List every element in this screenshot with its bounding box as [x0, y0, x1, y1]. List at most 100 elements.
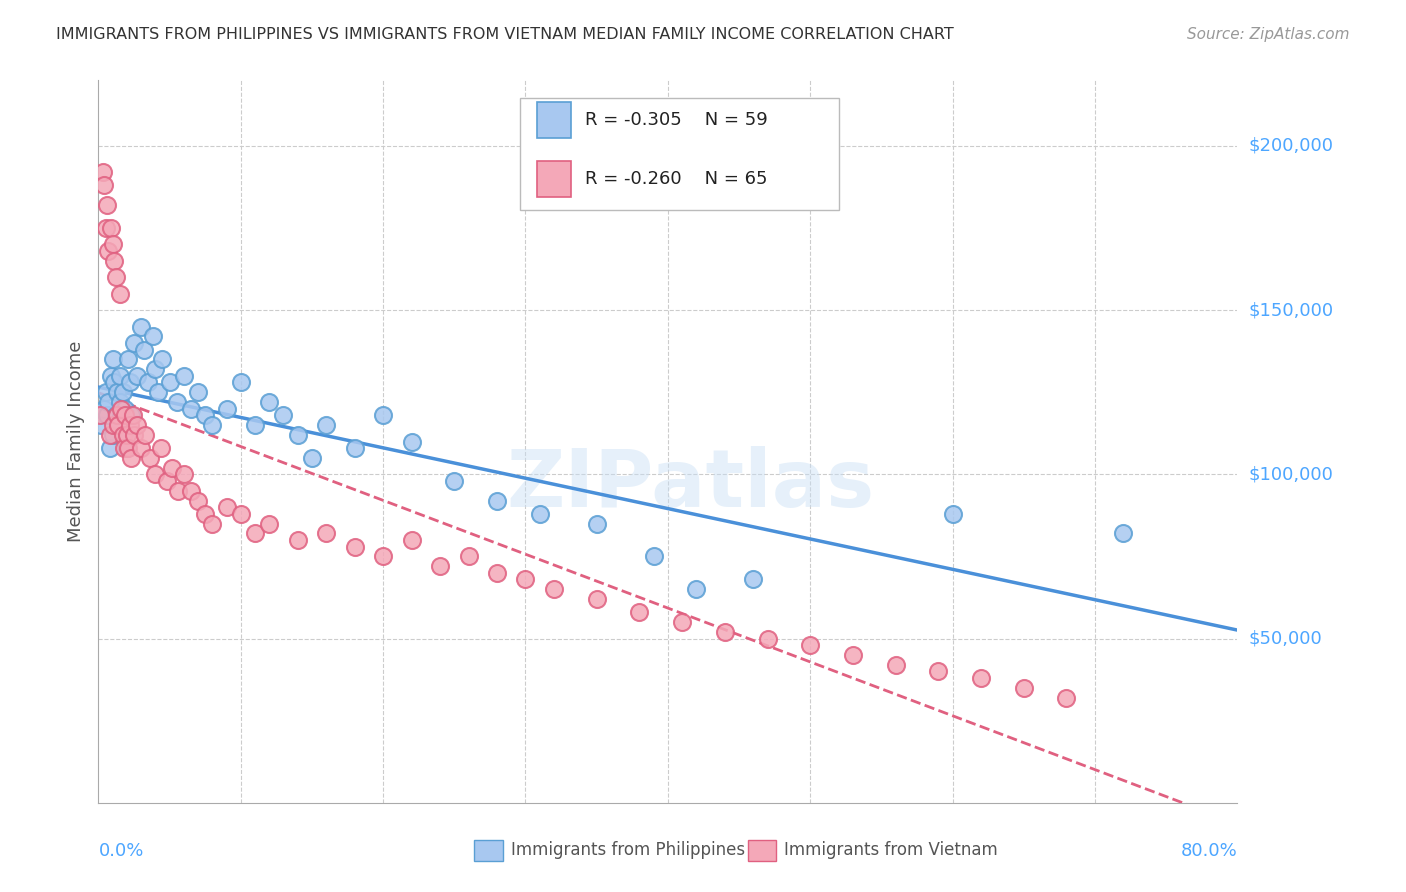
- Bar: [537, 102, 571, 138]
- Point: [107, 418, 129, 433]
- Point: [101, 418, 124, 433]
- Point: [301, 450, 323, 465]
- Point: [121, 409, 143, 423]
- Point: [103, 253, 125, 268]
- Point: [799, 638, 821, 652]
- Point: [129, 441, 152, 455]
- Point: [115, 441, 138, 455]
- Point: [685, 582, 707, 597]
- Point: [114, 409, 136, 423]
- Point: [96, 198, 118, 212]
- Text: $100,000: $100,000: [1249, 466, 1333, 483]
- Point: [585, 592, 607, 607]
- Point: [180, 401, 202, 416]
- Point: [101, 428, 124, 442]
- Point: [111, 385, 134, 400]
- Point: [343, 540, 366, 554]
- Point: [112, 428, 135, 442]
- Point: [201, 516, 224, 531]
- Point: [643, 549, 665, 564]
- Text: IMMIGRANTS FROM PHILIPPINES VS IMMIGRANTS FROM VIETNAM MEDIAN FAMILY INCOME CORR: IMMIGRANTS FROM PHILIPPINES VS IMMIGRANT…: [56, 27, 955, 42]
- Text: R = -0.260    N = 65: R = -0.260 N = 65: [585, 170, 768, 188]
- Point: [486, 493, 509, 508]
- Point: [93, 401, 115, 416]
- Point: [118, 418, 141, 433]
- Point: [1012, 681, 1035, 695]
- Point: [129, 319, 152, 334]
- Point: [273, 409, 295, 423]
- Point: [122, 336, 145, 351]
- Point: [167, 483, 190, 498]
- Point: [215, 401, 238, 416]
- Point: [742, 573, 765, 587]
- Point: [111, 428, 134, 442]
- Point: [486, 566, 509, 580]
- Point: [942, 507, 965, 521]
- Point: [842, 648, 865, 662]
- Point: [152, 352, 174, 367]
- Bar: [474, 840, 503, 861]
- Point: [156, 474, 179, 488]
- Point: [90, 418, 112, 433]
- Point: [287, 428, 309, 442]
- Point: [884, 657, 907, 672]
- Point: [373, 409, 395, 423]
- Point: [101, 352, 124, 367]
- Text: ZIPatlas: ZIPatlas: [506, 446, 875, 524]
- Point: [98, 428, 121, 442]
- Text: 80.0%: 80.0%: [1181, 842, 1237, 860]
- Point: [89, 409, 111, 423]
- Point: [243, 526, 266, 541]
- Point: [243, 418, 266, 433]
- Point: [343, 441, 366, 455]
- Point: [166, 395, 188, 409]
- Point: [515, 573, 537, 587]
- Point: [970, 671, 993, 685]
- Point: [98, 441, 121, 455]
- Text: Immigrants from Vietnam: Immigrants from Vietnam: [785, 841, 998, 860]
- Text: Immigrants from Philippines: Immigrants from Philippines: [510, 841, 745, 860]
- Point: [125, 418, 148, 433]
- Point: [108, 395, 131, 409]
- Point: [91, 165, 114, 179]
- Point: [259, 395, 281, 409]
- Point: [120, 409, 142, 423]
- Point: [756, 632, 779, 646]
- Text: 0.0%: 0.0%: [98, 842, 143, 860]
- Point: [259, 516, 281, 531]
- Point: [100, 368, 122, 383]
- Bar: [748, 840, 776, 861]
- Point: [136, 376, 159, 390]
- Point: [118, 376, 141, 390]
- Point: [105, 385, 128, 400]
- Point: [229, 376, 252, 390]
- Text: $200,000: $200,000: [1249, 137, 1333, 155]
- Point: [429, 559, 451, 574]
- Point: [145, 362, 167, 376]
- Point: [114, 401, 136, 416]
- Point: [117, 352, 139, 367]
- Point: [104, 270, 127, 285]
- Point: [145, 467, 167, 482]
- Point: [101, 237, 124, 252]
- Point: [110, 409, 132, 423]
- Text: $50,000: $50,000: [1249, 630, 1322, 648]
- Text: R = -0.305    N = 59: R = -0.305 N = 59: [585, 111, 768, 129]
- Point: [110, 401, 132, 416]
- Point: [96, 409, 118, 423]
- Point: [108, 286, 131, 301]
- Point: [714, 625, 737, 640]
- Point: [194, 507, 217, 521]
- Point: [93, 178, 115, 193]
- FancyBboxPatch shape: [520, 98, 839, 211]
- Point: [104, 409, 127, 423]
- Point: [229, 507, 252, 521]
- Point: [1056, 690, 1078, 705]
- Point: [1112, 526, 1135, 541]
- Point: [141, 329, 163, 343]
- Point: [457, 549, 479, 564]
- Y-axis label: Median Family Income: Median Family Income: [66, 341, 84, 542]
- Point: [138, 450, 160, 465]
- Point: [180, 483, 202, 498]
- Point: [112, 441, 135, 455]
